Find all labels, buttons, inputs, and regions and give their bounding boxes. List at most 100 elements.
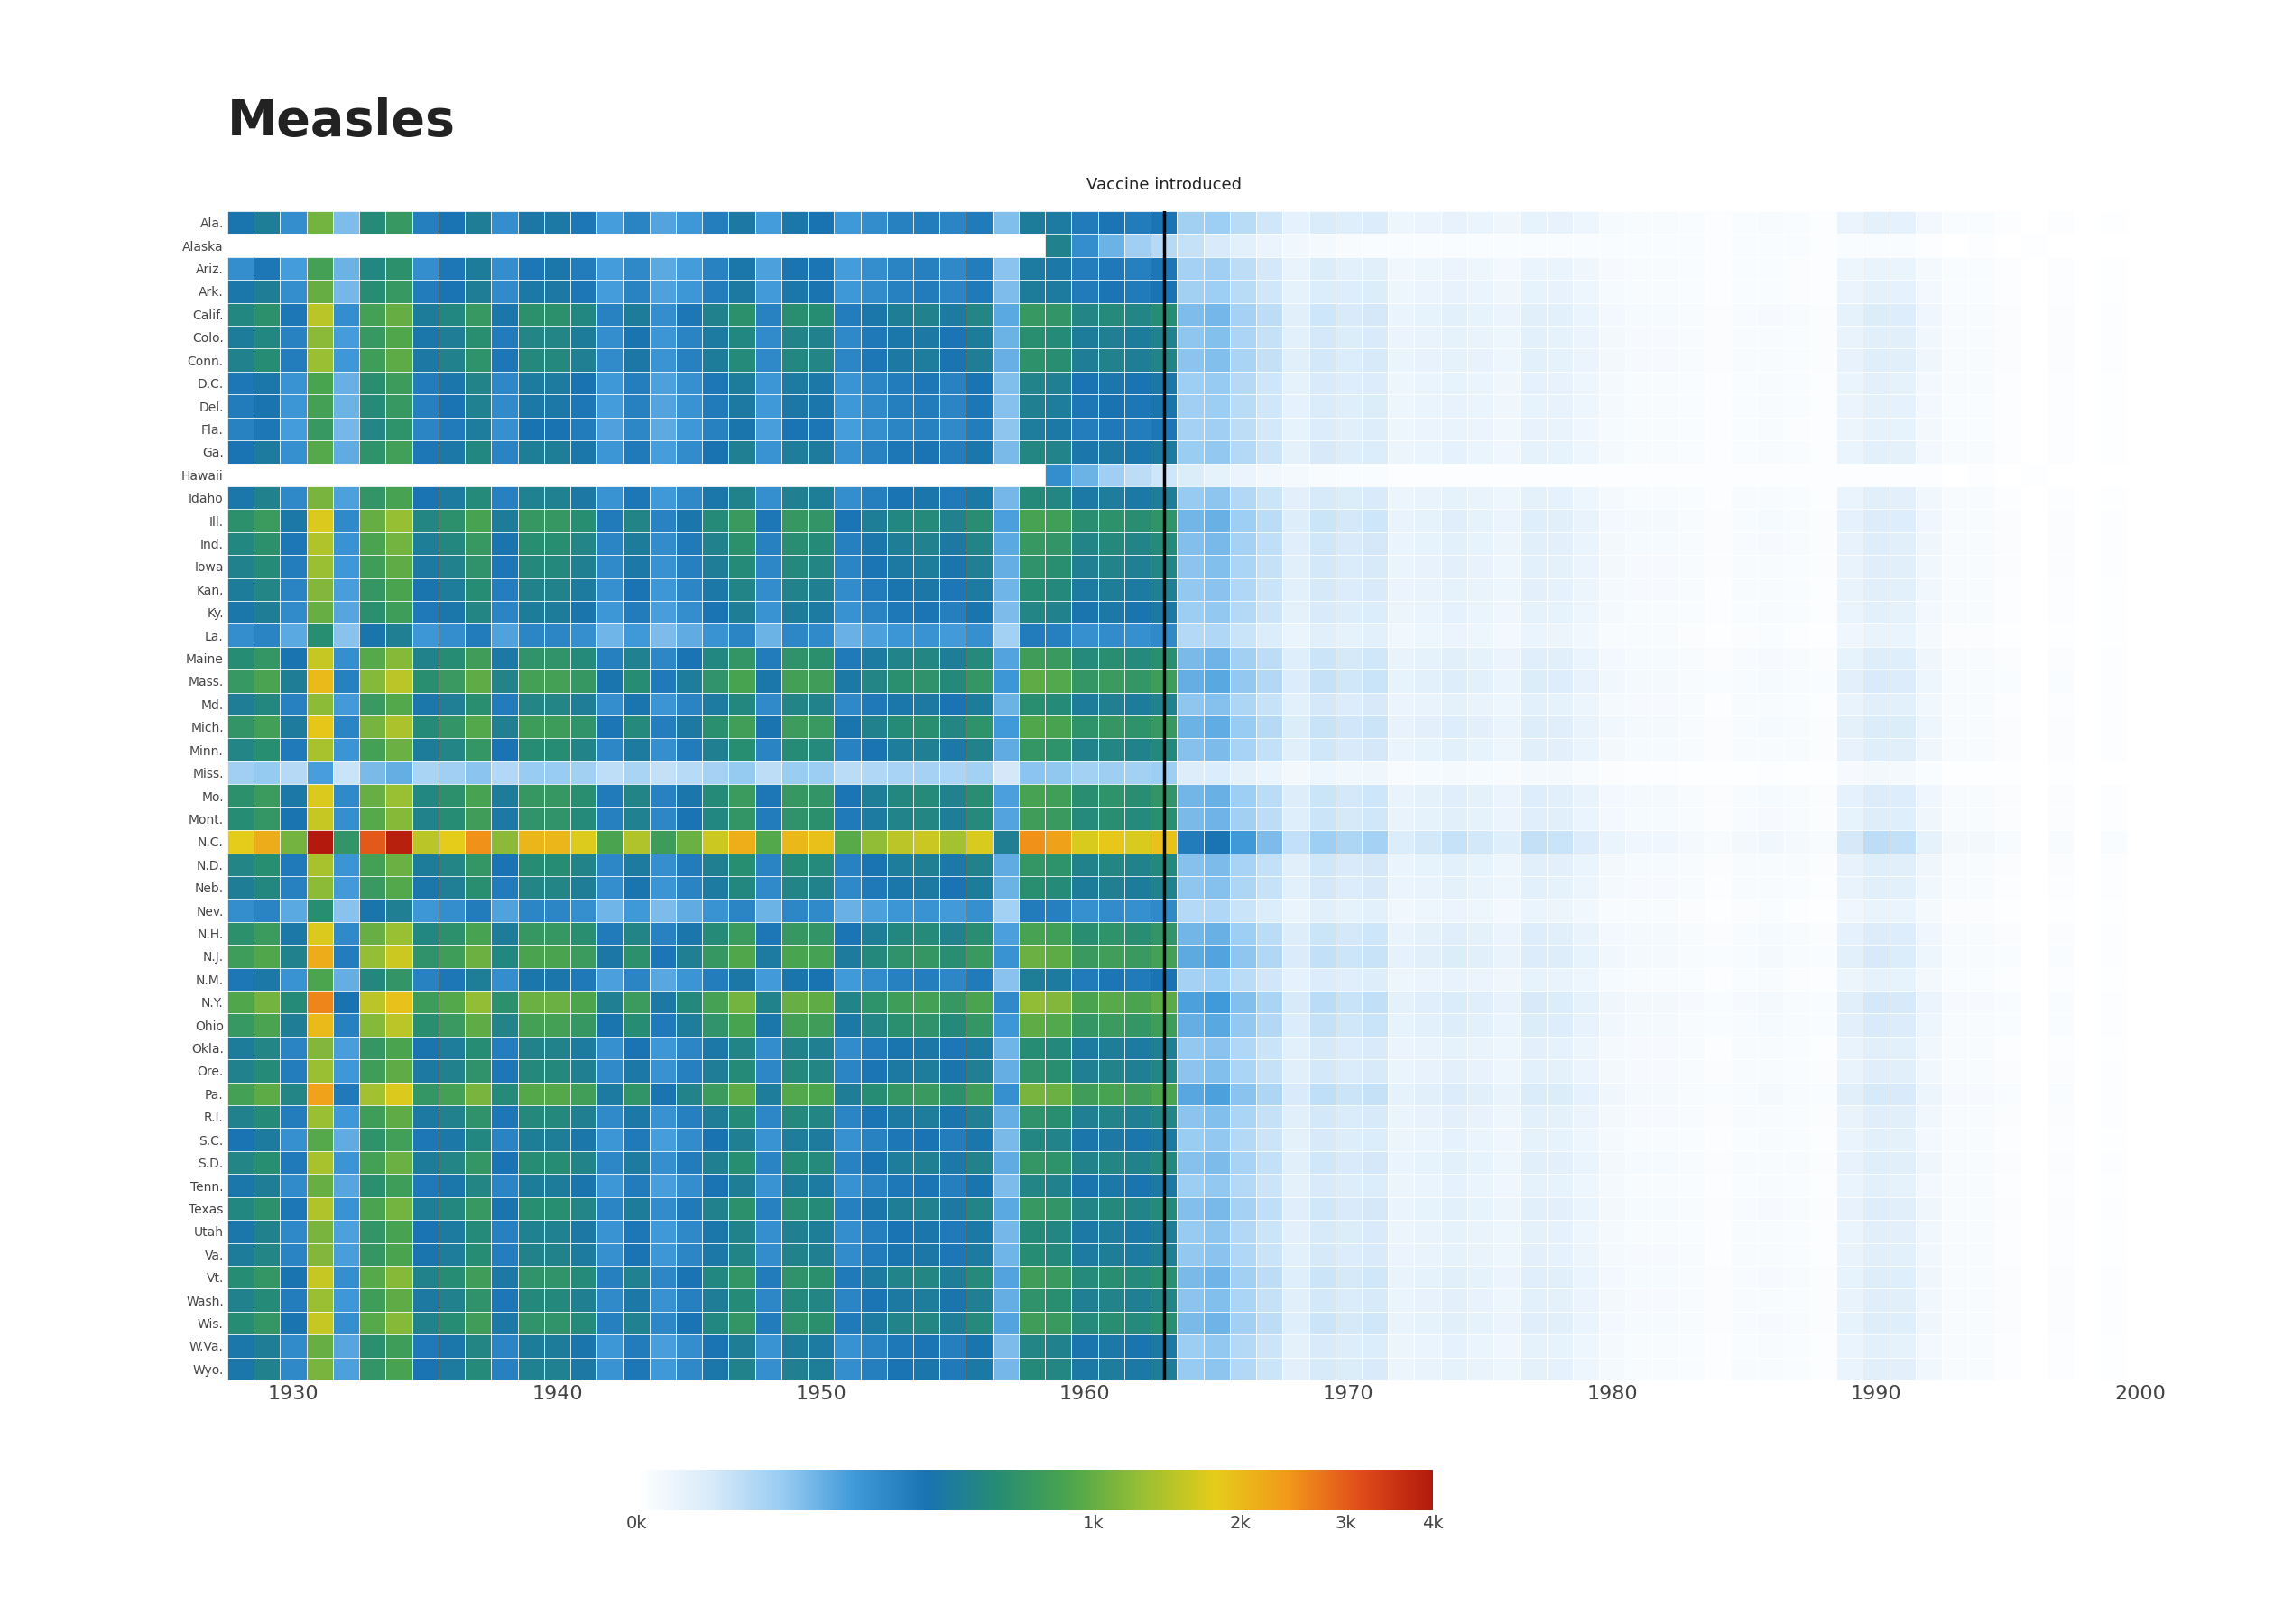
Bar xyxy=(280,211,307,234)
Bar xyxy=(359,1312,387,1335)
Bar xyxy=(860,257,887,279)
Bar xyxy=(571,440,596,463)
Bar xyxy=(1414,692,1442,716)
Bar xyxy=(1651,463,1678,486)
Bar xyxy=(782,417,807,440)
Bar xyxy=(387,1129,412,1151)
Bar xyxy=(2153,279,2178,302)
Bar xyxy=(1335,853,1362,875)
Bar xyxy=(1731,875,1758,900)
Bar xyxy=(1783,395,1810,417)
Bar xyxy=(1969,692,1994,716)
Bar xyxy=(1335,1242,1362,1265)
Bar xyxy=(1574,372,1599,395)
Bar xyxy=(1810,1335,1837,1358)
Bar xyxy=(2101,624,2126,646)
Bar xyxy=(1414,1312,1442,1335)
Bar xyxy=(1362,1129,1387,1151)
Bar xyxy=(623,326,650,349)
Bar xyxy=(1362,486,1387,510)
Bar xyxy=(966,326,991,349)
Bar xyxy=(1810,302,1837,326)
Bar xyxy=(1969,555,1994,578)
Bar xyxy=(1626,1174,1651,1197)
Bar xyxy=(650,578,675,601)
Bar xyxy=(1758,1151,1783,1174)
Bar xyxy=(2126,555,2153,578)
Bar xyxy=(1283,279,1310,302)
Bar xyxy=(412,900,439,922)
Bar xyxy=(518,1036,543,1059)
Bar xyxy=(464,234,491,257)
Bar xyxy=(1651,692,1678,716)
Bar xyxy=(939,510,966,533)
Bar xyxy=(2178,601,2206,624)
Bar xyxy=(939,739,966,762)
Bar xyxy=(439,417,464,440)
Bar xyxy=(650,1335,675,1358)
Bar xyxy=(1969,578,1994,601)
Bar xyxy=(1783,900,1810,922)
Bar xyxy=(1810,578,1837,601)
Bar xyxy=(1915,1059,1942,1082)
Bar xyxy=(2047,853,2074,875)
Bar xyxy=(2074,1151,2101,1174)
Bar xyxy=(675,555,703,578)
Bar xyxy=(1467,1151,1494,1174)
Bar xyxy=(1837,853,1862,875)
Bar xyxy=(439,1358,464,1380)
Bar xyxy=(1362,762,1387,784)
Bar xyxy=(571,601,596,624)
Bar xyxy=(1151,1106,1178,1129)
Bar xyxy=(1969,1312,1994,1335)
Bar xyxy=(1230,302,1255,326)
Bar xyxy=(728,1312,755,1335)
Bar xyxy=(543,440,571,463)
Bar xyxy=(1230,669,1255,692)
Bar xyxy=(1546,395,1574,417)
Bar xyxy=(966,555,991,578)
Bar xyxy=(1969,784,1994,807)
Bar xyxy=(887,211,914,234)
Bar xyxy=(387,1358,412,1380)
Bar xyxy=(2074,1358,2101,1380)
Bar xyxy=(387,1335,412,1358)
Bar xyxy=(1783,601,1810,624)
Bar xyxy=(359,533,387,555)
Bar xyxy=(1310,395,1335,417)
Bar xyxy=(2126,417,2153,440)
Bar xyxy=(860,555,887,578)
Bar xyxy=(518,1358,543,1380)
Bar xyxy=(1706,968,1731,991)
Bar xyxy=(1387,486,1414,510)
Bar xyxy=(1151,853,1178,875)
Bar xyxy=(1203,1242,1230,1265)
Bar xyxy=(1230,692,1255,716)
Bar xyxy=(280,991,307,1013)
Bar xyxy=(2101,762,2126,784)
Bar xyxy=(1362,1151,1387,1174)
Bar xyxy=(1414,1242,1442,1265)
Bar xyxy=(1255,486,1283,510)
Bar xyxy=(1890,1106,1915,1129)
Bar xyxy=(1651,302,1678,326)
Bar xyxy=(966,807,991,830)
Bar xyxy=(2047,1036,2074,1059)
Bar xyxy=(1442,555,1467,578)
Bar xyxy=(332,1082,359,1106)
Bar xyxy=(1599,875,1626,900)
Bar xyxy=(1467,830,1494,853)
Bar xyxy=(1915,1151,1942,1174)
Bar xyxy=(728,968,755,991)
Bar xyxy=(1519,349,1546,372)
Bar xyxy=(439,669,464,692)
Bar xyxy=(1414,1335,1442,1358)
Bar xyxy=(807,486,835,510)
Bar xyxy=(1151,807,1178,830)
Bar xyxy=(491,692,518,716)
Bar xyxy=(1574,1220,1599,1242)
Bar xyxy=(2178,784,2206,807)
Bar xyxy=(2126,1220,2153,1242)
Bar xyxy=(782,257,807,279)
Bar xyxy=(464,417,491,440)
